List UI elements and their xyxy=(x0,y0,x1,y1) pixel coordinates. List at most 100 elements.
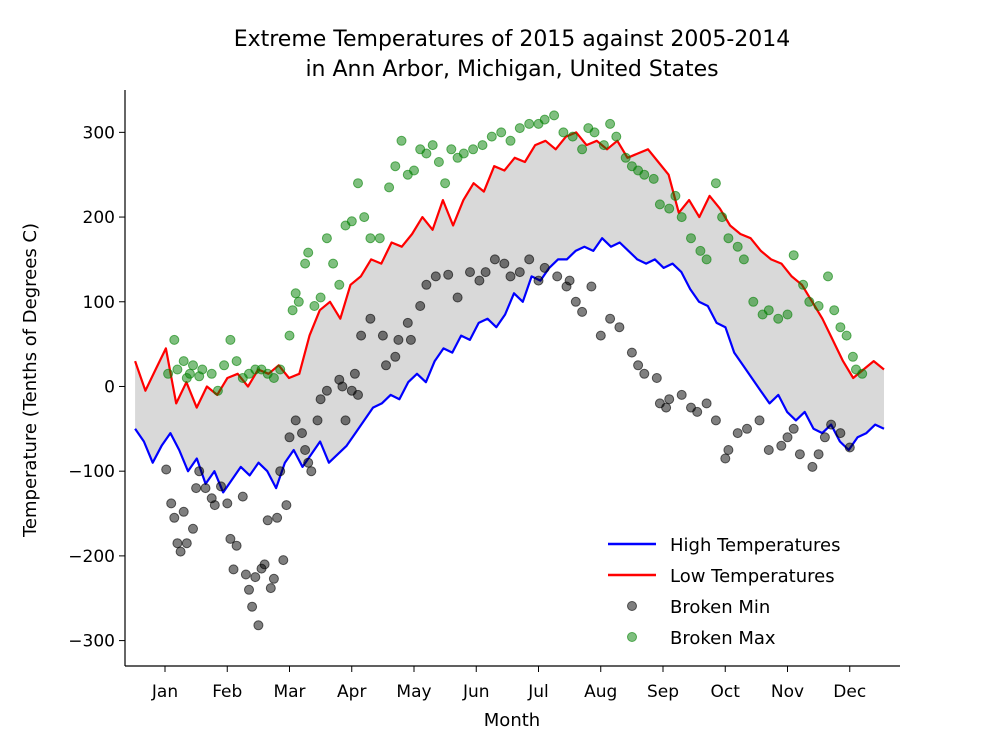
point-broken-min xyxy=(393,334,404,345)
point-broken-max xyxy=(549,110,560,121)
point-broken-max xyxy=(353,178,363,189)
point-broken-min xyxy=(742,423,752,434)
point-broken-min xyxy=(306,466,317,477)
point-broken-min xyxy=(169,512,180,523)
point-broken-max xyxy=(732,241,743,252)
point-broken-min xyxy=(819,432,830,443)
point-broken-min xyxy=(297,428,307,439)
point-broken-min xyxy=(312,415,323,426)
point-broken-max xyxy=(468,144,479,155)
point-broken-max xyxy=(409,165,419,176)
point-broken-min xyxy=(290,415,301,426)
y-tick-label: 100 xyxy=(83,293,115,313)
point-broken-min xyxy=(577,306,588,317)
point-broken-max xyxy=(309,301,320,311)
y-tick-label: −200 xyxy=(68,547,115,567)
point-broken-max xyxy=(231,356,242,367)
point-broken-max xyxy=(723,233,734,244)
point-broken-max xyxy=(225,334,236,345)
point-broken-max xyxy=(334,279,345,290)
point-broken-min xyxy=(365,313,376,324)
point-broken-min xyxy=(465,267,475,278)
x-tick-label: Aug xyxy=(584,682,617,702)
y-tick-label: 0 xyxy=(104,377,115,397)
point-broken-max xyxy=(275,364,286,375)
point-broken-min xyxy=(570,296,581,307)
point-broken-min xyxy=(776,440,787,451)
point-broken-max xyxy=(577,144,588,155)
point-broken-min xyxy=(161,464,172,475)
point-broken-min xyxy=(564,275,575,286)
x-tick-label: Jul xyxy=(527,682,549,702)
point-broken-max xyxy=(829,305,840,316)
x-tick-label: Oct xyxy=(711,682,741,702)
point-broken-max xyxy=(287,305,298,316)
point-broken-min xyxy=(794,449,805,460)
point-broken-min xyxy=(353,389,363,400)
point-broken-min xyxy=(664,394,675,405)
point-broken-min xyxy=(284,432,295,443)
point-broken-min xyxy=(377,330,388,341)
point-broken-min xyxy=(356,330,367,341)
point-broken-min xyxy=(390,351,401,362)
point-broken-min xyxy=(225,533,236,544)
point-broken-min xyxy=(262,515,273,526)
point-broken-max xyxy=(496,127,507,138)
point-broken-max xyxy=(212,385,223,396)
point-broken-max xyxy=(421,148,432,159)
point-broken-min xyxy=(723,445,734,455)
point-broken-max xyxy=(804,296,815,307)
x-tick-label: Apr xyxy=(337,682,366,702)
point-broken-min xyxy=(626,347,637,358)
point-broken-max xyxy=(788,250,799,261)
point-broken-min xyxy=(595,330,606,341)
point-broken-max xyxy=(524,118,535,129)
point-broken-min xyxy=(614,322,625,333)
point-broken-min xyxy=(216,481,226,492)
point-broken-min xyxy=(676,389,687,400)
point-broken-max xyxy=(710,178,721,189)
point-broken-max xyxy=(219,360,230,371)
point-broken-min xyxy=(514,267,525,278)
point-broken-max xyxy=(284,330,295,341)
point-broken-min xyxy=(539,262,550,273)
point-broken-max xyxy=(841,330,852,341)
point-broken-max xyxy=(328,258,339,269)
point-broken-max xyxy=(717,212,728,223)
chart-subtitle: in Ann Arbor, Michigan, United States xyxy=(305,57,718,82)
point-broken-max xyxy=(427,140,438,151)
point-broken-max xyxy=(321,233,332,244)
point-broken-min xyxy=(807,461,818,472)
point-broken-min xyxy=(268,573,279,584)
point-broken-min xyxy=(303,457,314,468)
point-broken-min xyxy=(231,540,242,551)
point-broken-max xyxy=(188,360,198,371)
point-broken-min xyxy=(443,269,454,280)
point-broken-min xyxy=(524,254,535,265)
point-broken-min xyxy=(278,555,289,566)
x-tick-label: Jun xyxy=(462,682,490,702)
point-broken-max xyxy=(303,247,314,258)
point-broken-min xyxy=(826,419,837,430)
point-broken-max xyxy=(390,161,401,172)
point-broken-max xyxy=(598,140,609,151)
x-tick-label: Nov xyxy=(771,682,804,702)
point-broken-min xyxy=(651,373,662,383)
point-broken-min xyxy=(272,512,283,523)
point-broken-min xyxy=(402,317,413,328)
point-broken-min xyxy=(763,445,774,455)
chart-title: Extreme Temperatures of 2015 against 200… xyxy=(234,27,791,52)
point-broken-min xyxy=(701,398,712,409)
point-broken-min xyxy=(499,258,510,269)
point-broken-min xyxy=(639,368,650,379)
point-broken-min xyxy=(605,313,616,324)
legend-label: Broken Max xyxy=(670,628,776,649)
point-broken-min xyxy=(166,498,177,509)
point-broken-min xyxy=(788,423,799,434)
axes xyxy=(119,90,900,672)
point-broken-max xyxy=(654,199,665,210)
point-broken-min xyxy=(692,406,703,417)
point-broken-max xyxy=(486,131,497,142)
point-broken-min xyxy=(474,275,485,286)
point-broken-min xyxy=(259,559,270,570)
